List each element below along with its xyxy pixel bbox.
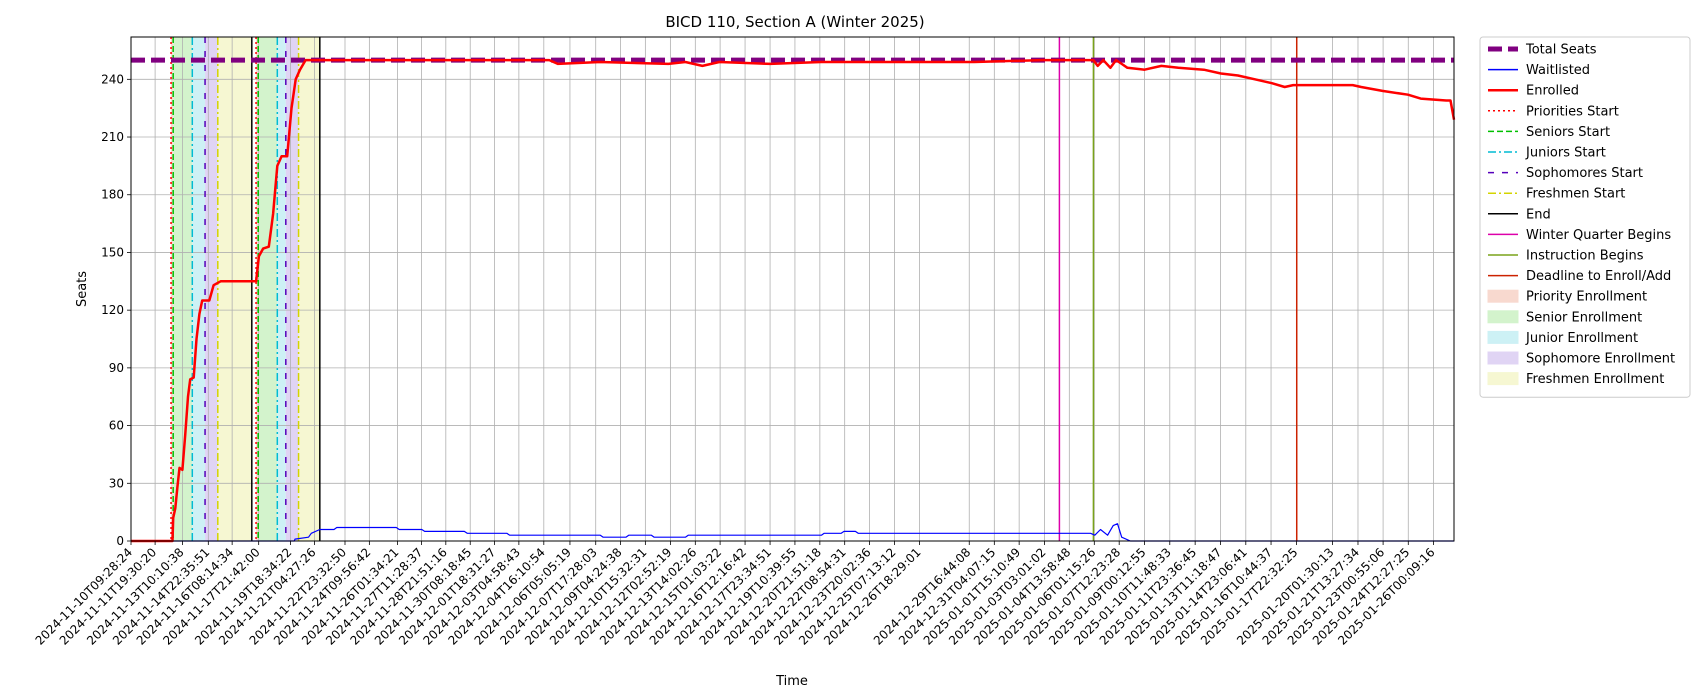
legend-label-seniors-start: Seniors Start: [1526, 125, 1610, 140]
legend-label-sophomores-start: Sophomores Start: [1526, 166, 1643, 181]
span-junior-enrollment-2: [192, 37, 206, 541]
legend-label-enrolled: Enrolled: [1526, 84, 1579, 99]
y-tick-label: 210: [101, 130, 124, 144]
legend-label-waitlisted: Waitlisted: [1526, 63, 1590, 78]
y-tick-label: 240: [101, 72, 124, 86]
legend-swatch-junior-enrollment: [1487, 330, 1519, 344]
chart-title: BICD 110, Section A (Winter 2025): [665, 13, 924, 31]
y-tick-label: 90: [109, 361, 124, 375]
legend-label-priority-enrollment: Priority Enrollment: [1526, 290, 1647, 305]
y-tick-label: 180: [101, 188, 124, 202]
event-lines: [170, 37, 1298, 541]
x-axis-label: Time: [775, 674, 808, 689]
y-tick-label: 0: [116, 534, 124, 548]
span-priority-enrollment-0: [171, 37, 174, 541]
y-tick-label: 30: [109, 476, 124, 490]
legend-swatch-priority-enrollment: [1487, 289, 1519, 303]
y-axis: 0 30 60 90 120 150 180 210 240: [101, 72, 131, 548]
legend-label-total-seats: Total Seats: [1525, 43, 1597, 58]
series-waitlisted: [131, 523, 1454, 542]
legend-swatch-sophomore-enrollment: [1487, 351, 1519, 365]
legend-label-juniors-start: Juniors Start: [1525, 146, 1606, 161]
legend: Total Seats Waitlisted Enrolled Priorities …: [1479, 36, 1691, 398]
legend-label-junior-enrollment: Junior Enrollment: [1525, 331, 1638, 346]
span-senior-enrollment-6: [258, 37, 278, 541]
legend-label-end: End: [1526, 207, 1551, 222]
span-sophomore-enrollment-8: [285, 37, 299, 541]
span-junior-enrollment-7: [277, 37, 286, 541]
y-tick-label: 120: [101, 303, 124, 317]
series-enrolled: [131, 58, 1456, 543]
legend-box: [1479, 36, 1691, 398]
legend-label-instruction-begins: Instruction Begins: [1526, 249, 1644, 264]
series-lines: [131, 57, 1456, 543]
y-tick-label: 60: [109, 419, 124, 433]
plot-frame: [130, 36, 1455, 542]
span-priority-enrollment-5: [256, 37, 259, 541]
x-axis: 2024-11-10T09:28:242024-11-11T19:30:2020…: [33, 541, 1438, 648]
span-freshmen-enrollment-4: [217, 37, 252, 541]
enrollment-spans: [171, 37, 320, 541]
legend-label-winter-quarter-begins: Winter Quarter Begins: [1526, 228, 1671, 243]
legend-label-priorities-start: Priorities Start: [1526, 104, 1619, 119]
legend-label-sophomore-enrollment: Sophomore Enrollment: [1526, 352, 1675, 367]
legend-swatch-freshmen-enrollment: [1487, 372, 1519, 386]
grid: [130, 37, 1454, 542]
legend-label-deadline-to-enroll-add: Deadline to Enroll/Add: [1526, 269, 1671, 284]
y-axis-label: Seats: [75, 271, 90, 307]
span-freshmen-enrollment-9: [298, 37, 320, 541]
legend-swatch-senior-enrollment: [1487, 310, 1519, 324]
y-tick-label: 150: [101, 245, 124, 259]
legend-label-freshmen-start: Freshmen Start: [1526, 187, 1625, 202]
legend-label-senior-enrollment: Senior Enrollment: [1526, 310, 1642, 325]
legend-label-freshmen-enrollment: Freshmen Enrollment: [1526, 372, 1664, 387]
